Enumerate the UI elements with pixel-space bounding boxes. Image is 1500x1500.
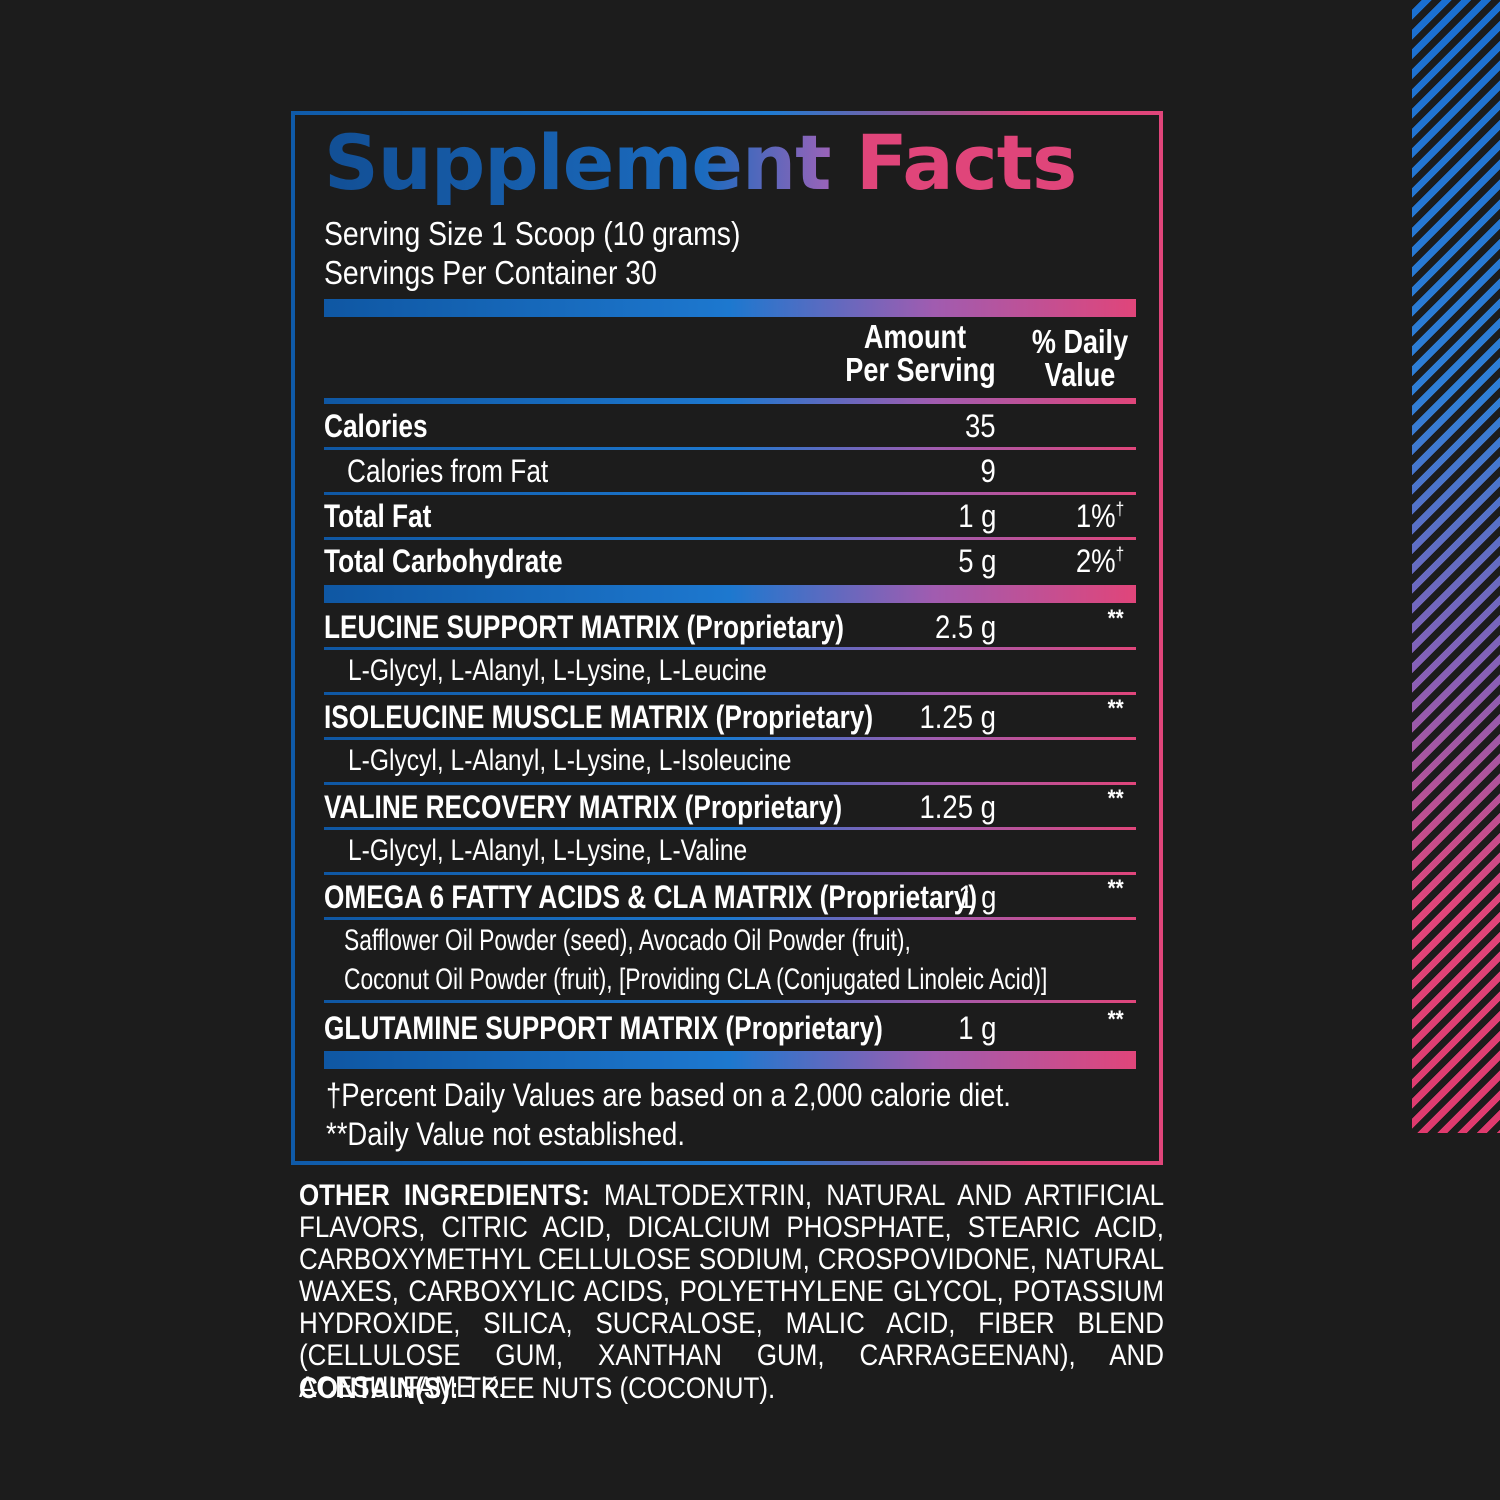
divider-thick — [324, 1051, 1136, 1069]
divider — [324, 492, 1136, 495]
contains-label: CONTAIN(S): — [299, 1372, 459, 1405]
row-omega-cla-matrix: OMEGA 6 FATTY ACIDS & CLA MATRIX (Propri… — [324, 875, 1136, 919]
header-dv-line2: Value — [1044, 356, 1116, 393]
matrix-ingredients: L-Glycyl, L-Alanyl, L-Lysine, L-Valine — [348, 834, 748, 867]
dv-value: 1% — [1075, 498, 1116, 534]
divider — [324, 872, 1136, 875]
header-daily-value: % Daily Value — [1023, 325, 1138, 391]
matrix-amount: 1 g — [957, 879, 996, 915]
divider — [324, 917, 1136, 920]
divider — [324, 447, 1136, 450]
matrix-ingredients-line2: Coconut Oil Powder (fruit), [Providing C… — [344, 963, 1048, 996]
nutrient-name: Total Fat — [324, 498, 432, 534]
allergen-statement: CONTAIN(S): TREE NUTS (COCONUT). — [299, 1373, 775, 1405]
matrix-ingredients: L-Glycyl, L-Alanyl, L-Lysine, L-Leucine — [348, 654, 767, 687]
matrix-amount: 1.25 g — [919, 789, 996, 825]
row-isoleucine-matrix: ISOLEUCINE MUSCLE MATRIX (Proprietary) 1… — [324, 695, 1136, 739]
header-amount-line1: Amount — [863, 318, 967, 355]
nutrient-amount: 35 — [965, 408, 996, 444]
decorative-stripes — [1412, 0, 1500, 1133]
nutrient-name: Calories — [324, 408, 428, 444]
row-leucine-matrix: LEUCINE SUPPORT MATRIX (Proprietary) 2.5… — [324, 605, 1136, 649]
dagger-mark: † — [1115, 499, 1124, 519]
matrix-dv: ** — [1107, 785, 1124, 812]
divider — [324, 398, 1136, 404]
divider — [324, 782, 1136, 785]
matrix-dv: ** — [1107, 605, 1124, 632]
dv-value: 2% — [1075, 543, 1116, 579]
matrix-amount: 1 g — [957, 1010, 996, 1046]
row-total-carbohydrate: Total Carbohydrate 5 g 2%† — [324, 539, 1136, 583]
divider — [324, 692, 1136, 695]
row-glutamine-matrix: GLUTAMINE SUPPORT MATRIX (Proprietary) 1… — [324, 1006, 1136, 1050]
matrix-amount: 1.25 g — [919, 699, 996, 735]
divider — [324, 647, 1136, 650]
matrix-dv: ** — [1107, 695, 1124, 722]
matrix-name: GLUTAMINE SUPPORT MATRIX (Proprietary) — [324, 1010, 883, 1046]
panel-title: Supplement Facts — [324, 118, 1077, 208]
divider — [324, 827, 1136, 830]
matrix-amount: 2.5 g — [934, 609, 996, 645]
other-ingredients: OTHER INGREDIENTS: MALTODEXTRIN, NATURAL… — [299, 1180, 1164, 1404]
nutrient-name: Total Carbohydrate — [324, 543, 563, 579]
dagger-mark: † — [1115, 544, 1124, 564]
divider-thick — [324, 585, 1136, 603]
row-calories-from-fat: Calories from Fat 9 — [324, 449, 1136, 493]
row-total-fat: Total Fat 1 g 1%† — [324, 494, 1136, 538]
servings-per-container: Servings Per Container 30 — [324, 254, 657, 291]
footnote-dagger: †Percent Daily Values are based on a 2,0… — [326, 1077, 1011, 1113]
divider-thick — [324, 299, 1136, 317]
header-dv-line1: % Daily — [1031, 323, 1129, 360]
footnote-stars: **Daily Value not established. — [326, 1116, 685, 1152]
divider — [324, 1000, 1136, 1003]
title-part-facts: Facts — [855, 118, 1077, 207]
matrix-name: LEUCINE SUPPORT MATRIX (Proprietary) — [324, 609, 844, 645]
nutrient-dv: 1%† — [1076, 494, 1124, 538]
divider — [324, 537, 1136, 540]
row-valine-matrix: VALINE RECOVERY MATRIX (Proprietary) 1.2… — [324, 785, 1136, 829]
row-calories: Calories 35 — [324, 404, 1136, 448]
matrix-dv: ** — [1107, 875, 1124, 902]
nutrient-amount: 1 g — [957, 498, 996, 534]
header-amount: Amount Per Serving — [845, 318, 996, 388]
divider — [324, 737, 1136, 740]
header-amount-line2: Per Serving — [845, 351, 996, 388]
contains-text: TREE NUTS (COCONUT). — [465, 1372, 776, 1405]
supplement-facts-panel — [291, 111, 1163, 1165]
nutrient-name: Calories from Fat — [347, 453, 549, 489]
matrix-ingredients: L-Glycyl, L-Alanyl, L-Lysine, L-Isoleuci… — [348, 744, 792, 777]
matrix-name: ISOLEUCINE MUSCLE MATRIX (Proprietary) — [324, 699, 874, 735]
nutrient-amount: 9 — [980, 453, 996, 489]
matrix-dv: ** — [1107, 1006, 1124, 1033]
serving-size: Serving Size 1 Scoop (10 grams) — [324, 215, 741, 252]
title-part-supplement: Supplement — [324, 118, 831, 207]
matrix-name: OMEGA 6 FATTY ACIDS & CLA MATRIX (Propri… — [324, 879, 978, 915]
nutrient-amount: 5 g — [957, 543, 996, 579]
other-ingredients-text: MALTODEXTRIN, NATURAL AND ARTIFICIAL FLA… — [299, 1179, 1164, 1404]
matrix-name: VALINE RECOVERY MATRIX (Proprietary) — [324, 789, 843, 825]
nutrient-dv: 2%† — [1076, 539, 1124, 583]
matrix-ingredients-line1: Safflower Oil Powder (seed), Avocado Oil… — [344, 924, 911, 957]
other-ingredients-label: OTHER INGREDIENTS: — [299, 1179, 590, 1212]
